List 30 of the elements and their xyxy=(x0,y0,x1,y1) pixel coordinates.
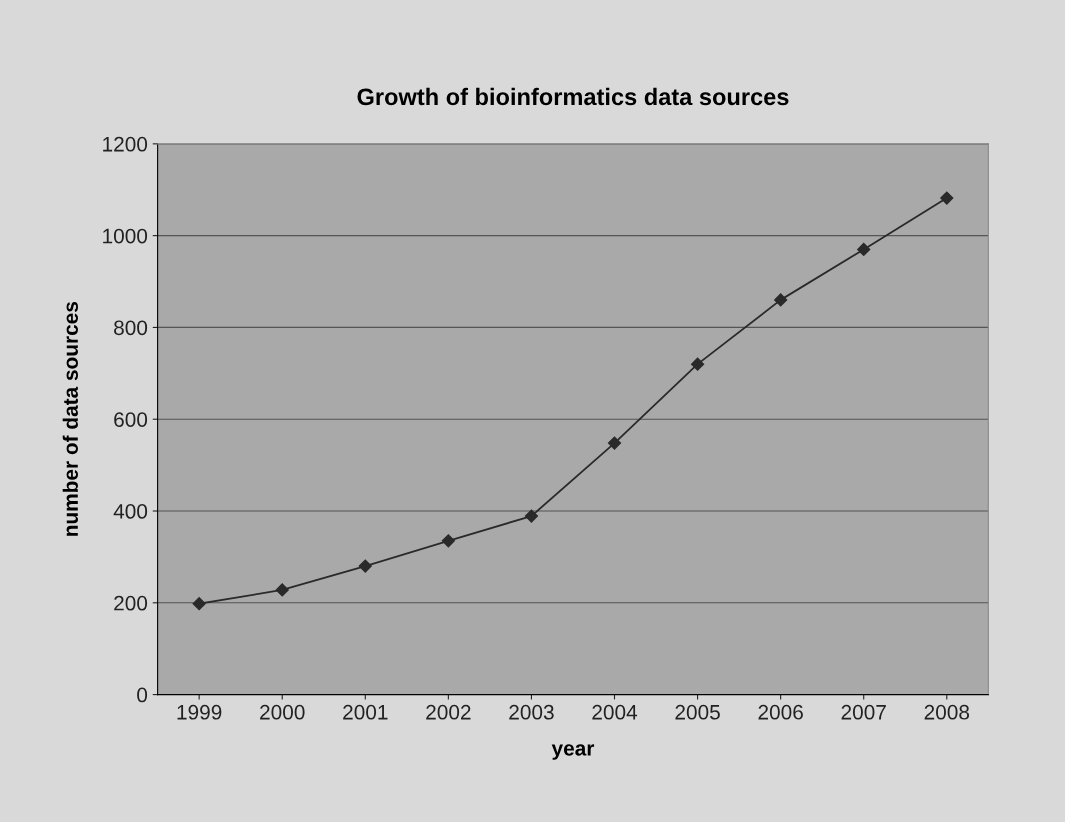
point xyxy=(690,357,705,371)
x-tick-label: 2008 xyxy=(924,704,970,720)
y-tick-label: 600 xyxy=(114,412,148,427)
point xyxy=(275,583,289,597)
chart-title: Growth of bioinformatics data sources xyxy=(357,87,789,106)
point xyxy=(441,534,455,548)
y-tick-label: 800 xyxy=(114,320,148,336)
x-tick-label: 2004 xyxy=(592,704,638,720)
point xyxy=(857,242,871,256)
x-tick-label: 2006 xyxy=(758,704,803,720)
point xyxy=(358,559,372,573)
x-axis-title: year xyxy=(551,744,595,760)
x-tick-label: 2000 xyxy=(260,704,305,720)
y-tick-label: 200 xyxy=(114,595,148,611)
point xyxy=(524,509,539,523)
y-tick-label: 0 xyxy=(137,687,148,703)
point xyxy=(774,293,788,307)
x-tick-label: 2007 xyxy=(841,704,886,720)
y-tick-label: 1000 xyxy=(103,228,148,244)
x-tick-label: 2002 xyxy=(426,704,471,720)
x-tick-label: 2003 xyxy=(509,704,554,720)
x-tick-label: 2005 xyxy=(675,704,720,720)
point xyxy=(940,191,954,205)
y-axis-title: number of data sources xyxy=(62,301,78,536)
point xyxy=(607,436,622,450)
y-tick-label: 1200 xyxy=(103,136,148,152)
x-tick-label: 2001 xyxy=(343,704,388,720)
point xyxy=(192,597,206,611)
x-tick-label: 1999 xyxy=(177,704,222,720)
y-tick-label: 400 xyxy=(113,504,148,519)
